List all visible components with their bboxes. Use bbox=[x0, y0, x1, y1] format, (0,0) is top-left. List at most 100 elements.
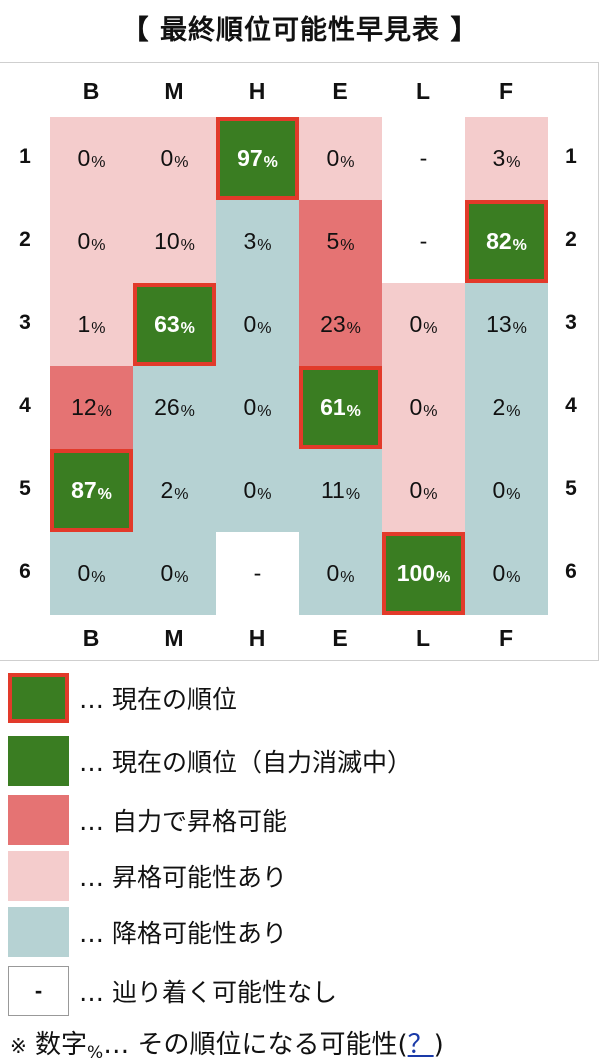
cell-unit: % bbox=[512, 236, 527, 254]
cell-unit: % bbox=[340, 568, 355, 586]
legend-item-current-elim: … 現在の順位（自力消滅中） bbox=[8, 736, 412, 786]
table-cell: 0% bbox=[299, 532, 382, 615]
help-link[interactable]: ？ bbox=[407, 1030, 434, 1060]
legend-item-self-promotion: … 自力で昇格可能 bbox=[8, 795, 287, 845]
cell-value: 13 bbox=[486, 311, 512, 337]
cell-value: 100 bbox=[396, 560, 436, 586]
cell-unit: % bbox=[174, 153, 189, 171]
cell-value: 0 bbox=[243, 311, 257, 337]
table-cell: 10% bbox=[133, 200, 216, 283]
table-cell: 12% bbox=[50, 366, 133, 449]
column-header-bottom-m: M bbox=[164, 625, 184, 651]
legend-label: … 現在の順位 bbox=[79, 685, 237, 714]
table-cell: 11% bbox=[299, 449, 382, 532]
note-unit: % bbox=[87, 1043, 104, 1063]
cell-value: 0 bbox=[160, 560, 174, 586]
cell-unit: % bbox=[423, 319, 438, 337]
table-cell: - bbox=[382, 117, 465, 200]
table-cell: 13% bbox=[465, 283, 548, 366]
cell-unit: % bbox=[257, 402, 272, 420]
table-cell: 63% bbox=[133, 283, 216, 366]
cell-unit: % bbox=[91, 153, 106, 171]
cell-unit: % bbox=[436, 568, 451, 586]
column-header-top-b: B bbox=[82, 78, 100, 104]
cell-unit: % bbox=[506, 402, 521, 420]
cell-value: 0 bbox=[492, 477, 506, 503]
table-cell: 0% bbox=[50, 200, 133, 283]
cell-unit: % bbox=[174, 485, 189, 503]
cell-unit: % bbox=[423, 485, 438, 503]
table-cell: 0% bbox=[216, 366, 299, 449]
cell-value: 0 bbox=[77, 560, 91, 586]
cell-value: 61 bbox=[320, 394, 346, 420]
cell-value: 0 bbox=[160, 145, 174, 171]
row-header-right-3: 3 bbox=[565, 311, 577, 334]
row-header-left-2: 2 bbox=[19, 228, 31, 251]
cell-value: 10 bbox=[154, 228, 180, 254]
cell-value: 2 bbox=[160, 477, 174, 503]
cell-unit: % bbox=[257, 319, 272, 337]
table-cell: 2% bbox=[133, 449, 216, 532]
legend-swatch bbox=[8, 736, 69, 786]
table-cell: 26% bbox=[133, 366, 216, 449]
note-post: … その順位になる可能性( bbox=[103, 1030, 408, 1060]
cell-unit: % bbox=[340, 236, 355, 254]
row-header-right-4: 4 bbox=[565, 394, 577, 417]
cell-unit: % bbox=[97, 402, 112, 420]
column-header-bottom-e: E bbox=[332, 625, 348, 651]
cell-value: 0 bbox=[409, 394, 423, 420]
table-cell: 82% bbox=[465, 200, 548, 283]
table-cell: 0% bbox=[50, 532, 133, 615]
legend-label: … 現在の順位（自力消滅中） bbox=[79, 748, 412, 777]
cell-unit: % bbox=[506, 568, 521, 586]
table-cell: 0% bbox=[216, 449, 299, 532]
row-header-right-1: 1 bbox=[565, 145, 577, 168]
cell-value: 12 bbox=[71, 394, 97, 420]
table-cell: 0% bbox=[299, 117, 382, 200]
table-cell: 3% bbox=[465, 117, 548, 200]
cell-value: 0 bbox=[409, 477, 423, 503]
row-header-right-5: 5 bbox=[565, 477, 577, 500]
cell-unit: % bbox=[180, 402, 195, 420]
footnote: ※ 数字%… その順位になる可能性(？) bbox=[10, 1024, 444, 1063]
cell-unit: % bbox=[91, 319, 106, 337]
cell-unit: % bbox=[257, 236, 272, 254]
cell-unit: % bbox=[340, 153, 355, 171]
chart-table-frame bbox=[0, 62, 599, 661]
cell-unit: % bbox=[512, 319, 527, 337]
cell-value: 0 bbox=[243, 477, 257, 503]
cell-value: 0 bbox=[77, 145, 91, 171]
column-header-bottom-b: B bbox=[82, 625, 100, 651]
cell-value: 0 bbox=[326, 560, 340, 586]
cell-unit: % bbox=[97, 485, 112, 503]
cell-value: 87 bbox=[71, 477, 97, 503]
legend-item-promotion-possible: … 昇格可能性あり bbox=[8, 851, 287, 901]
table-cell: 0% bbox=[216, 283, 299, 366]
cell-unit: % bbox=[423, 402, 438, 420]
cell-value: 1 bbox=[77, 311, 91, 337]
note-pre: 数字 bbox=[26, 1030, 88, 1060]
cell-value: - bbox=[419, 228, 428, 254]
row-header-left-3: 3 bbox=[19, 311, 31, 334]
legend-swatch bbox=[8, 673, 69, 723]
table-cell: 0% bbox=[465, 449, 548, 532]
cell-unit: % bbox=[506, 153, 521, 171]
cell-unit: % bbox=[91, 236, 106, 254]
table-cell: 5% bbox=[299, 200, 382, 283]
cell-value: 0 bbox=[77, 228, 91, 254]
cell-value: 2 bbox=[492, 394, 506, 420]
legend-swatch bbox=[8, 851, 69, 901]
cell-value: 0 bbox=[409, 311, 423, 337]
cell-unit: % bbox=[263, 153, 278, 171]
cell-value: - bbox=[419, 145, 428, 171]
cell-value: 63 bbox=[154, 311, 180, 337]
cell-value: 23 bbox=[320, 311, 346, 337]
table-cell: 61% bbox=[299, 366, 382, 449]
cell-value: 3 bbox=[243, 228, 257, 254]
cell-value: 82 bbox=[486, 228, 512, 254]
cell-unit: % bbox=[345, 485, 361, 503]
cell-unit: % bbox=[257, 485, 272, 503]
note-mark: ※ bbox=[10, 1034, 27, 1058]
row-header-left-1: 1 bbox=[19, 145, 31, 168]
column-header-bottom-l: L bbox=[415, 625, 431, 651]
